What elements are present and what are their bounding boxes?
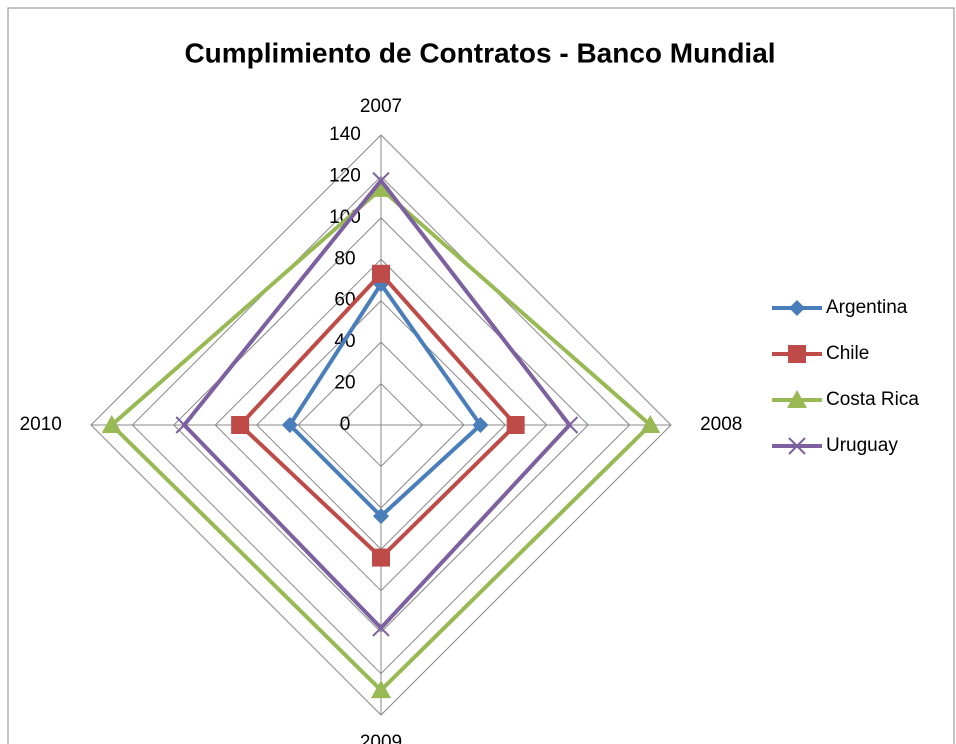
data-point <box>372 619 390 637</box>
legend-marker <box>788 437 806 455</box>
axis-label: 2008 <box>700 414 742 435</box>
r-tick-label: 60 <box>334 290 355 311</box>
data-point <box>175 416 193 434</box>
legend-label: Argentina <box>826 297 908 318</box>
data-point <box>472 417 489 433</box>
data-point <box>371 178 391 197</box>
chart-title: Cumplimiento de Contratos - Banco Mundia… <box>184 37 775 68</box>
data-point <box>231 416 250 434</box>
legend-marker <box>788 345 806 363</box>
legend-marker <box>789 300 805 316</box>
legend-label: Chile <box>826 343 869 364</box>
r-tick-label: 120 <box>329 165 361 186</box>
data-point <box>506 416 525 434</box>
r-tick-label: 0 <box>340 414 351 435</box>
r-tick-label: 20 <box>334 373 355 394</box>
r-tick-label: 140 <box>329 124 361 145</box>
data-point <box>101 415 122 433</box>
axis-label: 2010 <box>20 414 62 435</box>
axis-label: 2009 <box>360 732 402 744</box>
data-point <box>281 417 298 433</box>
data-point <box>372 548 390 567</box>
data-point <box>373 508 389 525</box>
r-tick-label: 80 <box>334 248 355 269</box>
data-point <box>372 264 390 283</box>
data-point <box>560 416 579 434</box>
legend-label: Costa Rica <box>826 389 919 410</box>
legend-label: Uruguay <box>826 435 898 456</box>
axis-label: 2007 <box>360 96 402 117</box>
data-point <box>640 415 661 433</box>
data-point <box>372 171 390 190</box>
data-point <box>371 680 391 699</box>
chart-border <box>7 7 955 744</box>
legend-marker <box>787 390 807 408</box>
